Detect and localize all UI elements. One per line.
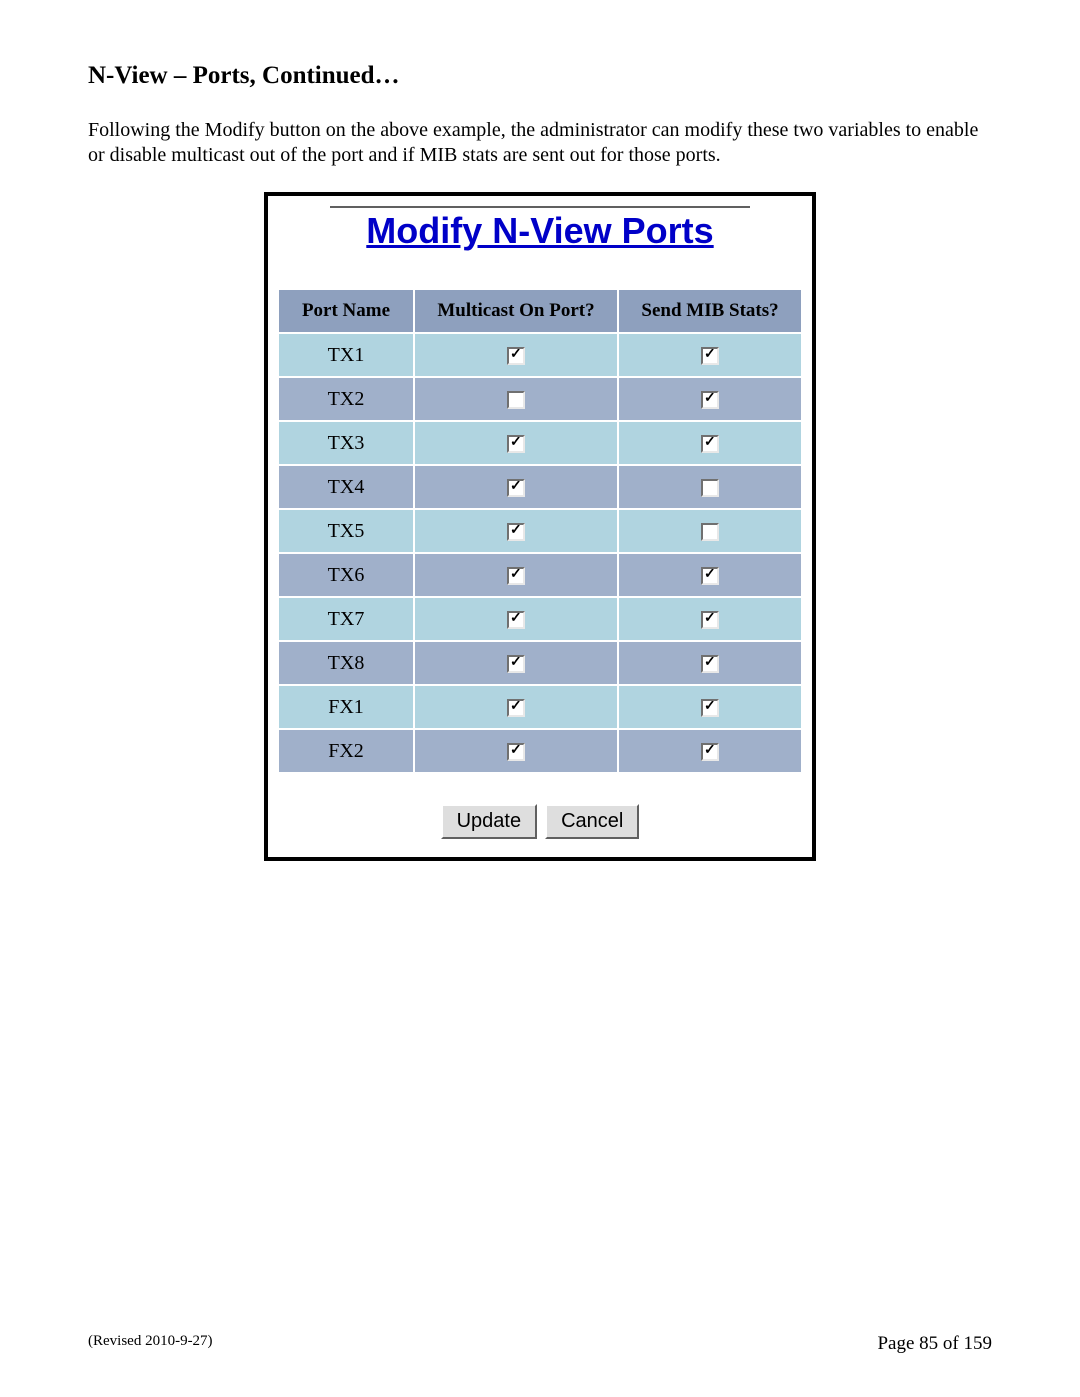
- multicast-checkbox[interactable]: [507, 391, 525, 409]
- mib-cell: [618, 465, 802, 509]
- col-header-port: Port Name: [278, 289, 414, 333]
- multicast-checkbox[interactable]: [507, 567, 525, 585]
- cancel-button[interactable]: Cancel: [545, 804, 639, 839]
- table-row: TX6: [278, 553, 802, 597]
- table-header-row: Port Name Multicast On Port? Send MIB St…: [278, 289, 802, 333]
- multicast-checkbox[interactable]: [507, 611, 525, 629]
- table-row: TX5: [278, 509, 802, 553]
- port-name-cell: TX8: [278, 641, 414, 685]
- multicast-cell: [414, 377, 618, 421]
- update-button[interactable]: Update: [441, 804, 538, 839]
- footer-revised: (Revised 2010-9-27): [88, 1333, 213, 1355]
- multicast-cell: [414, 333, 618, 377]
- mib-cell: [618, 641, 802, 685]
- table-row: FX2: [278, 729, 802, 773]
- multicast-cell: [414, 553, 618, 597]
- multicast-checkbox[interactable]: [507, 743, 525, 761]
- port-name-cell: FX1: [278, 685, 414, 729]
- mib-cell: [618, 377, 802, 421]
- port-name-cell: TX7: [278, 597, 414, 641]
- multicast-cell: [414, 509, 618, 553]
- mib-checkbox[interactable]: [701, 655, 719, 673]
- mib-cell: [618, 729, 802, 773]
- port-name-cell: TX6: [278, 553, 414, 597]
- mib-cell: [618, 685, 802, 729]
- multicast-checkbox[interactable]: [507, 479, 525, 497]
- ports-table: Port Name Multicast On Port? Send MIB St…: [277, 288, 803, 774]
- multicast-cell: [414, 729, 618, 773]
- mib-cell: [618, 509, 802, 553]
- section-heading: N-View – Ports, Continued…: [88, 62, 992, 90]
- button-row: Update Cancel: [268, 804, 812, 839]
- mib-checkbox[interactable]: [701, 611, 719, 629]
- multicast-checkbox[interactable]: [507, 435, 525, 453]
- multicast-cell: [414, 421, 618, 465]
- mib-cell: [618, 597, 802, 641]
- port-name-cell: TX3: [278, 421, 414, 465]
- multicast-checkbox[interactable]: [507, 655, 525, 673]
- multicast-cell: [414, 641, 618, 685]
- mib-cell: [618, 421, 802, 465]
- table-row: TX3: [278, 421, 802, 465]
- table-row: FX1: [278, 685, 802, 729]
- page-footer: (Revised 2010-9-27) Page 85 of 159: [88, 1333, 992, 1355]
- mib-checkbox[interactable]: [701, 347, 719, 365]
- mib-cell: [618, 553, 802, 597]
- modify-ports-panel: Modify N-View Ports Port Name Multicast …: [264, 192, 816, 861]
- mib-checkbox[interactable]: [701, 743, 719, 761]
- mib-checkbox[interactable]: [701, 435, 719, 453]
- intro-paragraph: Following the Modify button on the above…: [88, 118, 992, 168]
- mib-checkbox[interactable]: [701, 391, 719, 409]
- document-page: N-View – Ports, Continued… Following the…: [0, 0, 1080, 1397]
- table-row: TX1: [278, 333, 802, 377]
- mib-cell: [618, 333, 802, 377]
- footer-page-number: Page 85 of 159: [877, 1333, 992, 1355]
- col-header-multicast: Multicast On Port?: [414, 289, 618, 333]
- mib-checkbox[interactable]: [701, 699, 719, 717]
- mib-checkbox[interactable]: [701, 567, 719, 585]
- table-row: TX2: [278, 377, 802, 421]
- mib-checkbox[interactable]: [701, 523, 719, 541]
- port-name-cell: TX2: [278, 377, 414, 421]
- port-name-cell: TX4: [278, 465, 414, 509]
- multicast-checkbox[interactable]: [507, 347, 525, 365]
- multicast-cell: [414, 597, 618, 641]
- mib-checkbox[interactable]: [701, 479, 719, 497]
- port-name-cell: TX5: [278, 509, 414, 553]
- multicast-cell: [414, 685, 618, 729]
- multicast-checkbox[interactable]: [507, 523, 525, 541]
- multicast-checkbox[interactable]: [507, 699, 525, 717]
- table-row: TX8: [278, 641, 802, 685]
- panel-title: Modify N-View Ports: [330, 206, 750, 252]
- port-name-cell: TX1: [278, 333, 414, 377]
- port-name-cell: FX2: [278, 729, 414, 773]
- multicast-cell: [414, 465, 618, 509]
- col-header-mib: Send MIB Stats?: [618, 289, 802, 333]
- table-row: TX4: [278, 465, 802, 509]
- table-row: TX7: [278, 597, 802, 641]
